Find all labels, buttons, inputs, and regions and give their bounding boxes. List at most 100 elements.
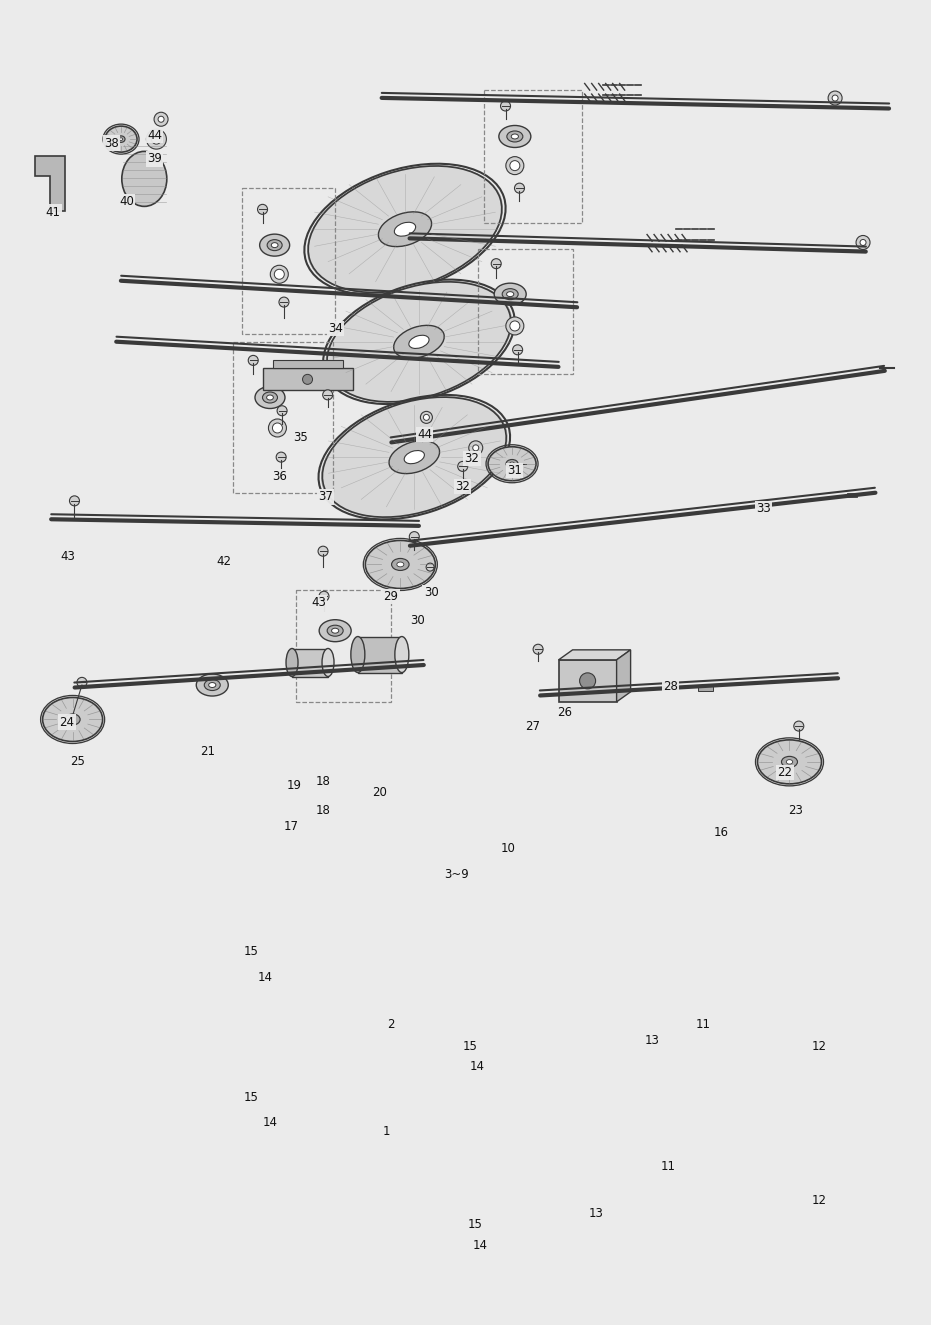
Circle shape xyxy=(513,344,522,355)
Ellipse shape xyxy=(506,460,518,468)
Circle shape xyxy=(832,95,838,101)
Circle shape xyxy=(303,375,313,384)
Text: 37: 37 xyxy=(318,490,333,504)
Ellipse shape xyxy=(758,739,821,784)
Ellipse shape xyxy=(308,166,502,293)
Text: 39: 39 xyxy=(147,152,162,166)
Ellipse shape xyxy=(255,387,285,408)
Circle shape xyxy=(424,415,429,420)
Text: 38: 38 xyxy=(104,136,119,150)
Text: 41: 41 xyxy=(46,205,61,219)
Text: 14: 14 xyxy=(263,1116,277,1129)
Ellipse shape xyxy=(266,395,274,400)
Ellipse shape xyxy=(502,289,519,299)
Text: 18: 18 xyxy=(316,804,331,818)
Ellipse shape xyxy=(43,697,102,742)
Circle shape xyxy=(152,134,161,144)
Text: 14: 14 xyxy=(473,1239,488,1252)
Text: 33: 33 xyxy=(756,502,771,515)
Bar xyxy=(242,188,335,334)
Text: 24: 24 xyxy=(60,716,74,729)
Ellipse shape xyxy=(327,282,511,401)
Circle shape xyxy=(794,721,803,731)
Circle shape xyxy=(515,183,524,193)
Bar xyxy=(847,493,857,497)
Circle shape xyxy=(516,457,527,470)
Ellipse shape xyxy=(781,757,798,767)
Text: 14: 14 xyxy=(258,971,273,984)
Circle shape xyxy=(279,297,289,307)
Ellipse shape xyxy=(65,714,80,725)
Circle shape xyxy=(533,644,543,655)
Ellipse shape xyxy=(271,242,278,248)
Text: 43: 43 xyxy=(311,596,326,610)
Bar xyxy=(263,368,353,391)
Circle shape xyxy=(506,317,524,335)
Circle shape xyxy=(154,113,169,126)
Text: 28: 28 xyxy=(663,680,678,693)
Ellipse shape xyxy=(196,674,228,696)
Ellipse shape xyxy=(319,620,351,641)
Circle shape xyxy=(249,355,258,366)
Text: 42: 42 xyxy=(216,555,231,568)
Ellipse shape xyxy=(331,628,339,633)
Ellipse shape xyxy=(509,462,515,465)
Text: 3~9: 3~9 xyxy=(444,868,468,881)
Text: 11: 11 xyxy=(661,1159,676,1173)
Ellipse shape xyxy=(488,447,536,481)
Ellipse shape xyxy=(267,240,282,250)
Text: 27: 27 xyxy=(525,719,540,733)
Ellipse shape xyxy=(351,636,365,673)
Ellipse shape xyxy=(395,223,415,236)
Ellipse shape xyxy=(105,126,137,152)
Text: 26: 26 xyxy=(557,706,572,719)
Polygon shape xyxy=(559,649,630,660)
Bar xyxy=(292,648,328,677)
Text: 15: 15 xyxy=(244,1090,259,1104)
Text: 22: 22 xyxy=(777,766,792,779)
Ellipse shape xyxy=(395,636,409,673)
Text: 32: 32 xyxy=(455,480,470,493)
Text: 36: 36 xyxy=(272,470,287,484)
Circle shape xyxy=(421,411,432,424)
Ellipse shape xyxy=(506,131,523,142)
Text: 12: 12 xyxy=(812,1194,827,1207)
Bar xyxy=(559,660,616,702)
Ellipse shape xyxy=(117,136,125,142)
Bar xyxy=(273,360,343,368)
Text: 31: 31 xyxy=(507,464,522,477)
Circle shape xyxy=(492,258,501,269)
Text: 35: 35 xyxy=(293,431,308,444)
Circle shape xyxy=(473,445,479,451)
Ellipse shape xyxy=(499,126,531,147)
Polygon shape xyxy=(616,649,630,702)
Ellipse shape xyxy=(322,398,506,517)
Text: 16: 16 xyxy=(714,825,729,839)
Text: 19: 19 xyxy=(287,779,302,792)
Text: 17: 17 xyxy=(284,820,299,833)
Ellipse shape xyxy=(378,212,432,246)
Text: 15: 15 xyxy=(467,1218,482,1231)
Text: 20: 20 xyxy=(372,786,387,799)
Ellipse shape xyxy=(209,682,216,688)
Circle shape xyxy=(468,441,483,454)
Bar xyxy=(698,685,713,692)
Text: 15: 15 xyxy=(244,945,259,958)
Circle shape xyxy=(410,531,419,542)
Text: 40: 40 xyxy=(119,195,134,208)
Circle shape xyxy=(319,591,329,602)
Circle shape xyxy=(426,563,434,571)
Text: 44: 44 xyxy=(147,129,162,142)
Text: 21: 21 xyxy=(200,745,215,758)
Ellipse shape xyxy=(397,562,404,567)
Bar xyxy=(478,249,573,374)
Circle shape xyxy=(856,236,870,249)
Ellipse shape xyxy=(260,235,290,256)
Ellipse shape xyxy=(70,717,75,722)
Text: 43: 43 xyxy=(61,550,75,563)
Text: 34: 34 xyxy=(328,322,343,335)
Text: 44: 44 xyxy=(417,428,432,441)
Text: 11: 11 xyxy=(695,1018,710,1031)
Circle shape xyxy=(277,405,287,416)
Ellipse shape xyxy=(409,335,429,348)
